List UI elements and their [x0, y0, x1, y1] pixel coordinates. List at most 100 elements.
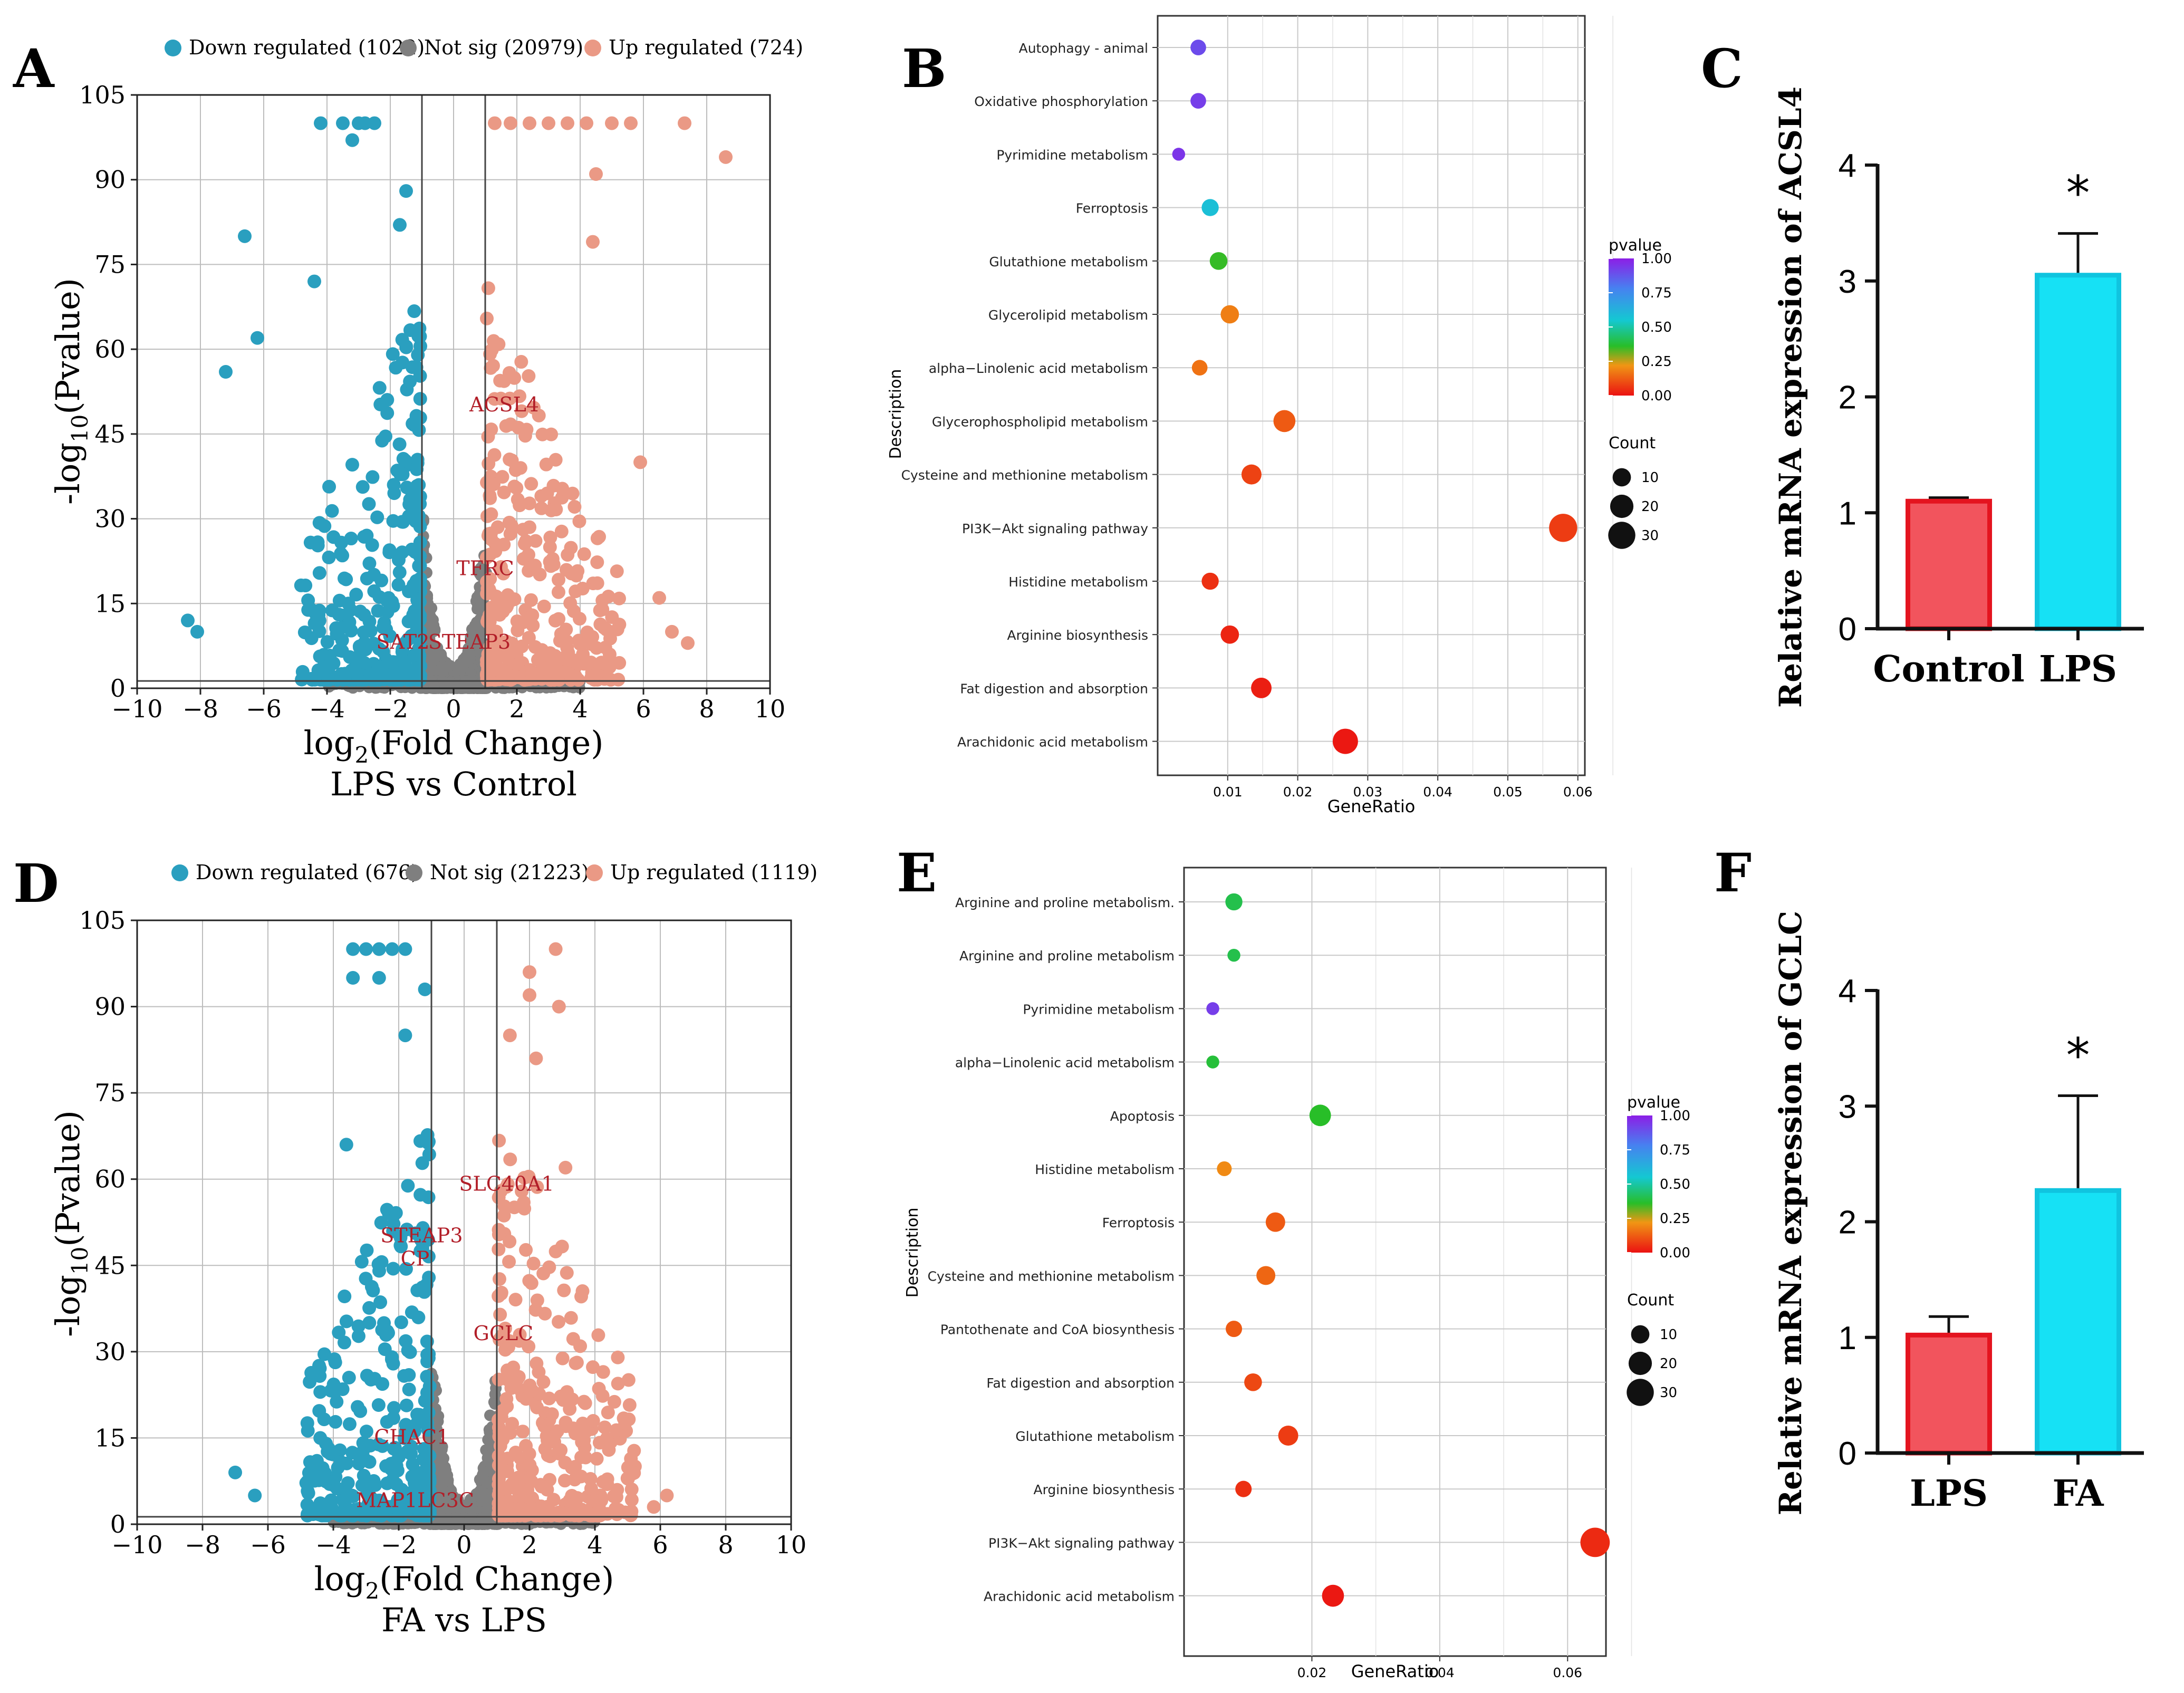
down-regulated-point [312, 1404, 326, 1418]
down-regulated-point [372, 381, 387, 395]
x-tick-label: 0.02 [1297, 1665, 1327, 1680]
up-regulated-point [624, 1451, 638, 1466]
up-regulated-point [524, 593, 538, 607]
up-regulated-point [522, 547, 536, 562]
up-regulated-point [577, 1394, 591, 1409]
up-regulated-point [502, 1480, 516, 1494]
x-tick-labels: 0.02 0.04 0.06 [1297, 1656, 1582, 1680]
up-regulated-point [551, 585, 565, 599]
down-regulated-point [403, 1345, 417, 1359]
down-regulated-point [326, 672, 341, 686]
up-regulated-point [496, 566, 511, 581]
x-axis-label-subscript: 2 [354, 742, 369, 768]
panel-letter-e: E [897, 842, 937, 904]
term-label: Arachidonic acid metabolism [957, 735, 1148, 750]
term-label: Glycerolipid metabolism [988, 307, 1148, 323]
down-regulated-point [400, 1223, 414, 1237]
up-regulated-point [567, 499, 582, 514]
down-regulated-point [399, 1334, 413, 1348]
x-tick-label: 0.03 [1353, 784, 1383, 800]
notsig-point [440, 1486, 452, 1498]
term-label: Ferroptosis [1076, 201, 1148, 216]
down-regulated-point [306, 1459, 320, 1473]
x-tick-label: 0.06 [1563, 784, 1593, 800]
down-regulated-point [410, 453, 425, 467]
down-regulated-point [378, 1342, 392, 1357]
down-regulated-point [371, 1398, 386, 1412]
down-regulated-point [367, 1474, 381, 1488]
volcano-plot-a: Down regulated (1022) Not sig (20979) Up… [49, 36, 803, 803]
up-regulated-point [633, 455, 647, 469]
up-regulated-point [516, 1425, 530, 1439]
up-regulated-point [495, 470, 509, 484]
enrichment-dot [1206, 1055, 1219, 1069]
y-tick-labels: 0 15 30 45 60 75 90 105 [79, 906, 137, 1538]
down-regulated-point [307, 274, 321, 288]
notsig-point [438, 1452, 450, 1465]
y-axis-label: Description [903, 1208, 922, 1298]
up-regulated-point [573, 637, 587, 651]
down-regulated-point [313, 649, 327, 663]
count-legend-dot [1628, 1351, 1652, 1375]
grid-lines [1184, 868, 1632, 1656]
down-regulated-point [345, 133, 359, 147]
legend-marker-down [165, 40, 181, 56]
notsig-point [466, 1516, 478, 1528]
down-regulated-point [399, 1262, 413, 1276]
y-tick-label: 30 [94, 505, 126, 533]
up-regulated-point [544, 559, 558, 573]
y-axis-label-subscript: 10 [67, 1247, 93, 1275]
down-regulated-point [392, 1505, 407, 1519]
notsig-point [436, 661, 448, 673]
down-regulated-point [395, 545, 409, 560]
x-tick-label: 0.01 [1213, 784, 1243, 800]
up-regulated-point [519, 1439, 533, 1453]
down-regulated-point [399, 1398, 413, 1412]
up-regulated-point [540, 486, 554, 501]
axes: 0 1 2 3 4 LPS FA * [1839, 973, 2144, 1515]
enrichment-dot [1265, 1212, 1285, 1232]
panel-letter-b: B [902, 37, 947, 100]
up-regulated-point [719, 150, 733, 164]
down-regulated-point [190, 624, 204, 639]
down-regulated-point [332, 1325, 346, 1340]
up-regulated-point [503, 1234, 517, 1248]
up-regulated-point [528, 559, 542, 573]
down-regulated-point [378, 429, 392, 444]
down-regulated-point [352, 1457, 366, 1471]
down-regulated-point [421, 1351, 436, 1365]
up-regulated-point [586, 1360, 600, 1374]
x-tick-label: −8 [185, 1531, 220, 1559]
enrichment-dot [1220, 625, 1239, 644]
notsig-point [449, 1495, 461, 1507]
up-regulated-point [492, 1272, 506, 1286]
enrichment-dot [1227, 948, 1240, 962]
x-axis-label-main: log [314, 1560, 365, 1598]
up-regulated-point [555, 482, 570, 496]
gene-label: SLC40A1 [459, 1172, 554, 1196]
comparison-label: LPS vs Control [330, 765, 577, 803]
count-legend-dot [1610, 494, 1634, 518]
up-regulated-point [589, 167, 603, 181]
notsig-point [464, 1493, 476, 1505]
up-regulated-point [498, 1321, 512, 1335]
up-regulated-point [600, 1472, 614, 1486]
y-tick-label: 60 [94, 1165, 126, 1194]
down-regulated-point [301, 593, 315, 608]
up-regulated-point [492, 1227, 506, 1242]
down-regulated-point [386, 671, 400, 685]
up-regulated-point [573, 1339, 588, 1353]
up-regulated-point [557, 1283, 571, 1297]
down-regulated-point [401, 614, 416, 629]
up-regulated-point [565, 1460, 579, 1475]
y-tick-label: 0 [1839, 611, 1856, 648]
up-regulated-point [483, 572, 497, 586]
enrichment-dot [1278, 1426, 1298, 1446]
up-regulated-point [541, 1434, 555, 1448]
y-axis-label: Relative mRNA expression of GCLC [1773, 911, 1808, 1515]
down-regulated-point [412, 321, 427, 335]
down-regulated-point [413, 549, 427, 563]
gene-label: STEAP3 [428, 630, 511, 653]
legend-marker-up [586, 864, 603, 881]
